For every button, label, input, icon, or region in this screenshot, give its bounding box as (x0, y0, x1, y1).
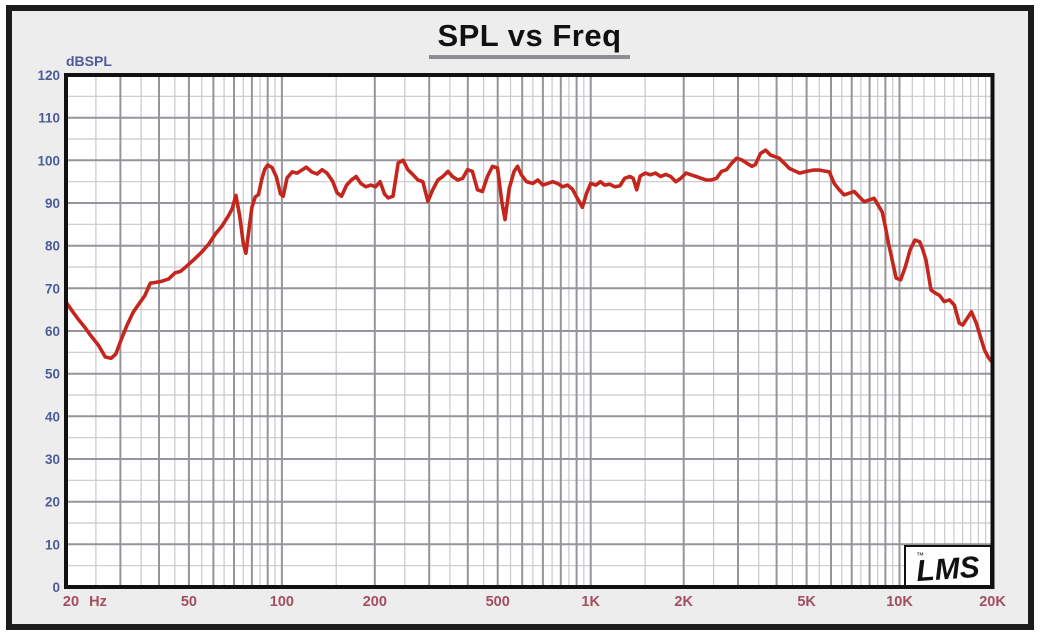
x-tick-label-5000: 5K (797, 594, 816, 610)
y-tick-label-110: 110 (38, 111, 60, 126)
x-tick-label-500: 500 (486, 594, 510, 610)
y-tick-label-50: 50 (45, 367, 60, 382)
y-axis-title: dBSPL (66, 53, 112, 69)
lms-logo: LMS (915, 551, 980, 588)
lms-logo-tm: ™ (916, 551, 924, 560)
y-tick-label-20: 20 (45, 495, 60, 510)
x-tick-label-1000: 1K (581, 594, 600, 610)
x-tick-label-2000: 2K (674, 594, 693, 610)
x-tick-label-20000: 20K (979, 594, 1006, 610)
chart-title-wrap: SPL vs Freq (66, 18, 993, 59)
y-tick-label-0: 0 (52, 580, 60, 595)
y-tick-label-80: 80 (45, 239, 60, 254)
y-tick-label-100: 100 (37, 153, 60, 168)
x-tick-label-20: 20 (63, 594, 79, 610)
y-tick-label-30: 30 (45, 452, 60, 467)
x-tick-label-10000: 10K (886, 594, 913, 610)
y-tick-label-70: 70 (45, 281, 60, 296)
x-tick-label-200: 200 (363, 594, 387, 610)
y-tick-label-90: 90 (45, 196, 60, 211)
grid-major-lines (66, 75, 993, 587)
plot-border (64, 73, 995, 589)
x-tick-label-50: 50 (181, 594, 197, 610)
x-tick-label-100: 100 (270, 594, 294, 610)
y-tick-label-60: 60 (45, 324, 60, 339)
x-axis-unit-label: Hz (89, 594, 107, 610)
y-tick-label-120: 120 (37, 68, 60, 83)
chart-title: SPL vs Freq (429, 18, 630, 59)
y-tick-label-10: 10 (45, 537, 60, 552)
y-tick-label-40: 40 (45, 409, 60, 424)
spl-curve (64, 148, 994, 364)
